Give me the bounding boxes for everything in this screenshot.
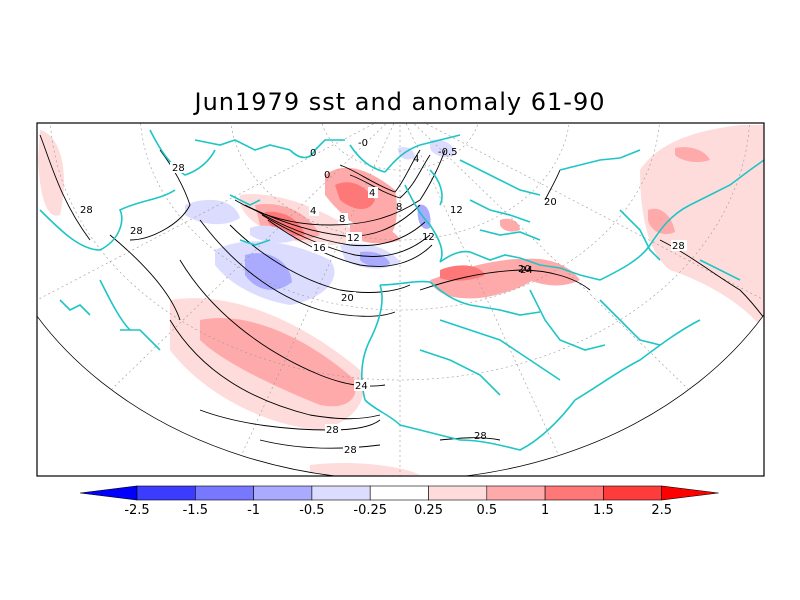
contour-label: 28	[672, 241, 685, 252]
colorbar-tick-label: 0.5	[476, 503, 497, 518]
colorbar-tick-label: -1	[247, 503, 260, 518]
anomaly-shading	[38, 125, 764, 476]
coastlines	[39, 129, 764, 451]
contour-label: 28	[326, 425, 339, 436]
colorbar-swatch	[603, 485, 663, 501]
colorbar-swatch	[253, 485, 313, 501]
contour-label: 12	[450, 205, 463, 216]
contour-label: 0	[310, 148, 316, 159]
colorbar-tick-label: -1.5	[183, 503, 208, 518]
contour-label: 28	[474, 431, 487, 442]
colorbar-tick-label: 0.25	[414, 503, 443, 518]
contour-label: -0.5	[438, 147, 458, 158]
contour-label: 12	[422, 232, 435, 243]
contour-label: 8	[339, 214, 345, 225]
contour-label: 28	[172, 163, 185, 174]
colorbar-tick-label: 1.5	[593, 503, 614, 518]
colorbar-swatch	[311, 485, 371, 501]
contour-label: 4	[310, 206, 316, 217]
contour-label: 28	[344, 445, 357, 456]
colorbar-swatch	[136, 485, 196, 501]
contour-labels: 28 28 28 0 0 -0 4 -0.5 4 8 4 8 12 12 12 …	[80, 138, 687, 456]
contour-label: 16	[313, 243, 326, 254]
colorbar-tick-label: -0.5	[299, 503, 324, 518]
contour-label: 4	[413, 154, 419, 165]
contour-label: 20	[518, 264, 531, 275]
colorbar-swatch	[369, 485, 429, 501]
contour-label: 20	[544, 197, 557, 208]
sst-contours	[39, 134, 764, 449]
colorbar-tick-label: -0.25	[353, 503, 387, 518]
colorbar-swatch	[195, 485, 254, 501]
colorbar-tick-label: 2.5	[651, 503, 672, 518]
colorbar-swatch	[486, 485, 546, 501]
contour-label: 24	[520, 265, 533, 276]
contour-label: 28	[130, 226, 143, 237]
colorbar-arrow-right	[661, 485, 719, 501]
contour-label: 12	[347, 233, 360, 244]
colorbar-tick-label: -2.5	[124, 503, 149, 518]
colorbar-swatch	[544, 485, 604, 501]
colorbar-arrow-left	[79, 485, 138, 501]
contour-label: 4	[369, 188, 375, 199]
contour-label: -0	[358, 138, 368, 149]
map-frame	[36, 122, 765, 477]
contour-label: 8	[396, 202, 402, 213]
contour-label: 20	[341, 293, 354, 304]
contour-label: 0	[324, 170, 330, 181]
colorbar-swatch	[428, 485, 488, 501]
contour-label: 24	[355, 381, 368, 392]
graticule	[37, 123, 764, 476]
colorbar: -2.5 -1.5 -1 -0.5 -0.25 0.25 0.5 1 1.5 2.5	[79, 485, 719, 518]
contour-label: 28	[80, 205, 93, 216]
colorbar-tick-label: 1	[541, 503, 549, 518]
map-title: Jun1979 sst and anomaly 61-90	[194, 88, 606, 116]
